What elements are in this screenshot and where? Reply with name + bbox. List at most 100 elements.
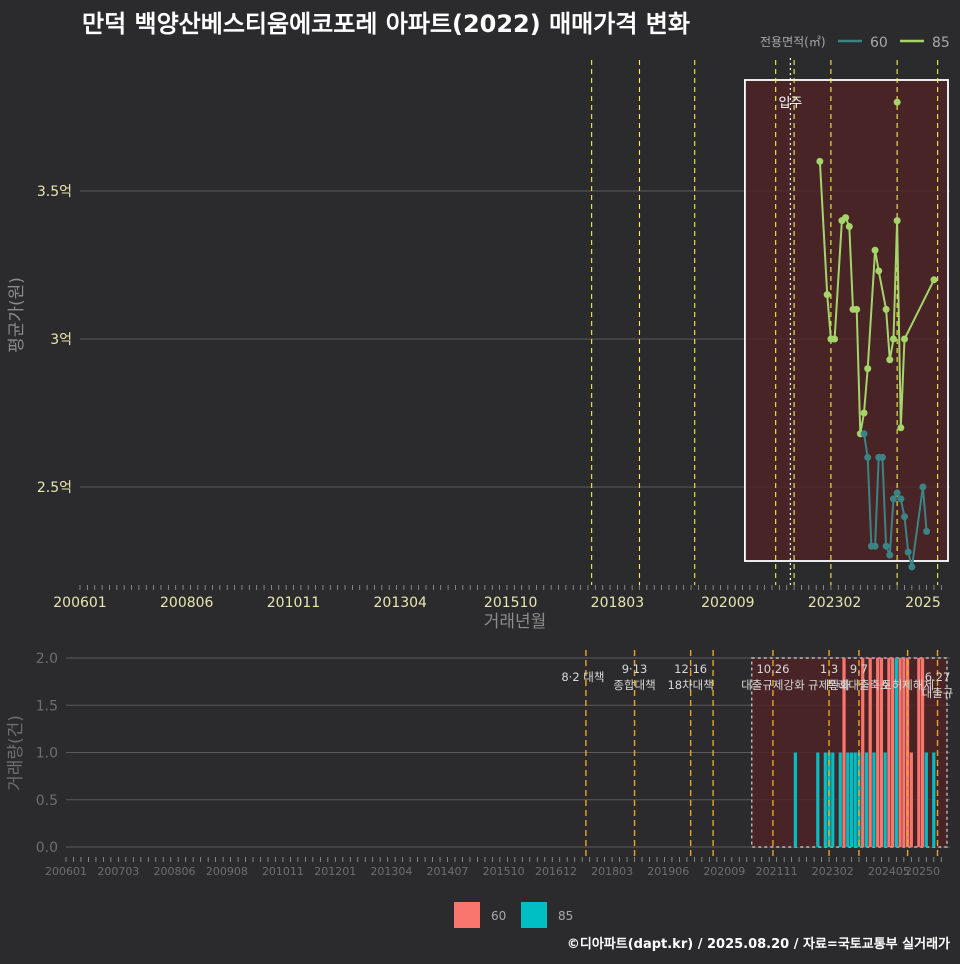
data-point-60-5	[878, 453, 886, 461]
x-tick-label-bottom-13: 202111	[756, 865, 798, 878]
x-tick-label-bottom-10: 201803	[591, 865, 633, 878]
bar-85-2023-01	[827, 752, 831, 847]
data-point-85-11	[864, 365, 872, 373]
policy-label-4-0: 10.26	[756, 662, 789, 676]
data-point-85-10	[860, 409, 868, 417]
policy-label-1-1: 종합대책	[613, 678, 655, 692]
policy-label-1-0: 9·13	[622, 662, 648, 676]
bar-85-2022-04	[793, 752, 797, 847]
y-tick-label-top-2: 3.5억	[37, 184, 72, 200]
policy-label-5-1: 규제완화	[808, 678, 851, 692]
bar-85-2022-12	[823, 752, 827, 847]
x-tick-label-bottom-9: 201612	[535, 865, 577, 878]
highlight-box-bottom	[751, 657, 948, 848]
policy-label-6-0: 9.7	[850, 662, 868, 676]
data-point-85-13	[875, 267, 883, 275]
data-point-60-11	[901, 513, 909, 521]
data-point-85-19	[901, 335, 909, 343]
y-tick-label-bottom-4: 2.0	[36, 651, 58, 667]
x-tick-label-bottom-11: 201906	[647, 865, 689, 878]
policy-label-0-0: 8·2 대책	[561, 670, 604, 684]
x-tick-label-bottom-12: 202009	[703, 865, 745, 878]
x-tick-label-bottom-5: 201201	[314, 865, 356, 878]
bar-60-2024-09	[902, 658, 906, 847]
bar-85-2023-09	[857, 752, 861, 847]
policy-label-4-1: 대출규제강화	[741, 678, 805, 692]
x-tick-label-bottom-2: 200806	[153, 865, 195, 878]
policy-label-2-1: 18차대책	[667, 678, 713, 692]
x-tick-label-top-3: 201304	[374, 595, 428, 611]
data-point-60-14	[919, 483, 927, 491]
bar-85-2025-05	[932, 752, 936, 847]
x-tick-label-top-2: 201011	[267, 595, 320, 611]
policy-label-5-0: 1.3	[820, 662, 838, 676]
legend-label-bottom-60: 60	[491, 909, 506, 923]
x-tick-label-bottom-8: 201510	[483, 865, 525, 878]
x-tick-label-bottom-7: 201407	[427, 865, 469, 878]
data-point-85-17	[893, 217, 901, 225]
bar-85-2024-01	[872, 752, 876, 847]
bar-60-2024-11	[909, 752, 913, 847]
bar-85-2023-04	[838, 752, 842, 847]
policy-label-6-1: 특례대출축소	[827, 678, 890, 692]
y-tick-label-bottom-3: 1.5	[36, 698, 58, 714]
policy-label-8-0: 6.27	[925, 670, 951, 684]
y-tick-label-top-0: 2.5억	[37, 480, 72, 496]
move-in-label: 입주	[778, 96, 802, 111]
legend-label-bottom-85: 85	[558, 909, 573, 923]
bar-60-2024-02	[876, 658, 880, 847]
data-point-85-20	[930, 276, 938, 284]
policy-label-8-1: 대출규	[922, 686, 954, 700]
x-tick-label-top-6: 202009	[701, 595, 754, 611]
data-point-85-3	[831, 335, 839, 343]
data-point-85-6	[845, 223, 853, 231]
bar-85-2023-07	[849, 752, 854, 847]
data-point-85-18	[897, 424, 905, 432]
bar-85-2022-10	[816, 752, 820, 847]
bar-60-2025-01	[917, 658, 921, 847]
x-axis-title-top: 거래년월	[484, 612, 547, 632]
x-tick-label-top-7: 202302	[808, 595, 861, 611]
x-tick-label-bottom-14: 202302	[812, 865, 854, 878]
data-point-60-7	[886, 551, 894, 559]
data-point-85-5	[842, 214, 850, 222]
x-tick-label-bottom-15: 202405	[868, 865, 910, 878]
legend-title-top: 전용면적(㎡)	[760, 35, 826, 49]
data-point-85-15	[886, 356, 894, 364]
data-point-60-12	[904, 548, 912, 556]
legend-label-top-60: 60	[870, 35, 888, 51]
y-axis-title-top: 평균가(원)	[7, 277, 27, 353]
bar-60-2024-06	[891, 658, 895, 847]
bar-85-2023-06	[846, 752, 850, 847]
bar-60-2025-02	[920, 658, 925, 847]
bar-85-2023-11	[864, 752, 869, 847]
y-tick-label-bottom-0: 0.0	[36, 840, 58, 856]
policy-label-2-0: 12·16	[674, 662, 707, 676]
x-tick-label-bottom-0: 200601	[45, 865, 87, 878]
bar-85-2023-08	[853, 752, 857, 847]
y-tick-label-bottom-2: 1.0	[36, 746, 58, 762]
bar-85-2024-04	[883, 752, 887, 847]
data-point-60-1	[864, 453, 872, 461]
data-point-60-0	[860, 430, 868, 438]
x-tick-label-top-0: 200601	[53, 595, 106, 611]
data-point-85-16	[889, 335, 897, 343]
x-tick-label-top-1: 200806	[160, 595, 214, 611]
x-tick-label-bottom-3: 200908	[206, 865, 248, 878]
bar-85-2024-07	[894, 658, 898, 847]
bar-60-2024-05	[887, 658, 891, 847]
x-tick-label-bottom-16: 20250	[905, 865, 940, 878]
y-axis-title-bottom: 거래량(건)	[6, 715, 26, 791]
legend-label-top-85: 85	[932, 35, 950, 51]
policy-label-7-0: 토허제해제	[881, 678, 934, 692]
credit-text: ©디아파트(dapt.kr) / 2025.08.20 / 자료=국토교통부 실…	[566, 937, 950, 952]
data-point-85-21	[893, 98, 901, 106]
x-tick-label-top-8: 2025	[905, 595, 941, 611]
legend-swatch-bottom-85	[521, 902, 547, 928]
bar-60-2023-10	[861, 658, 865, 847]
data-point-85-0	[816, 157, 824, 165]
bar-60-2024-03	[879, 658, 884, 847]
x-tick-label-bottom-6: 201304	[370, 865, 412, 878]
y-tick-label-bottom-1: 0.5	[36, 793, 58, 809]
